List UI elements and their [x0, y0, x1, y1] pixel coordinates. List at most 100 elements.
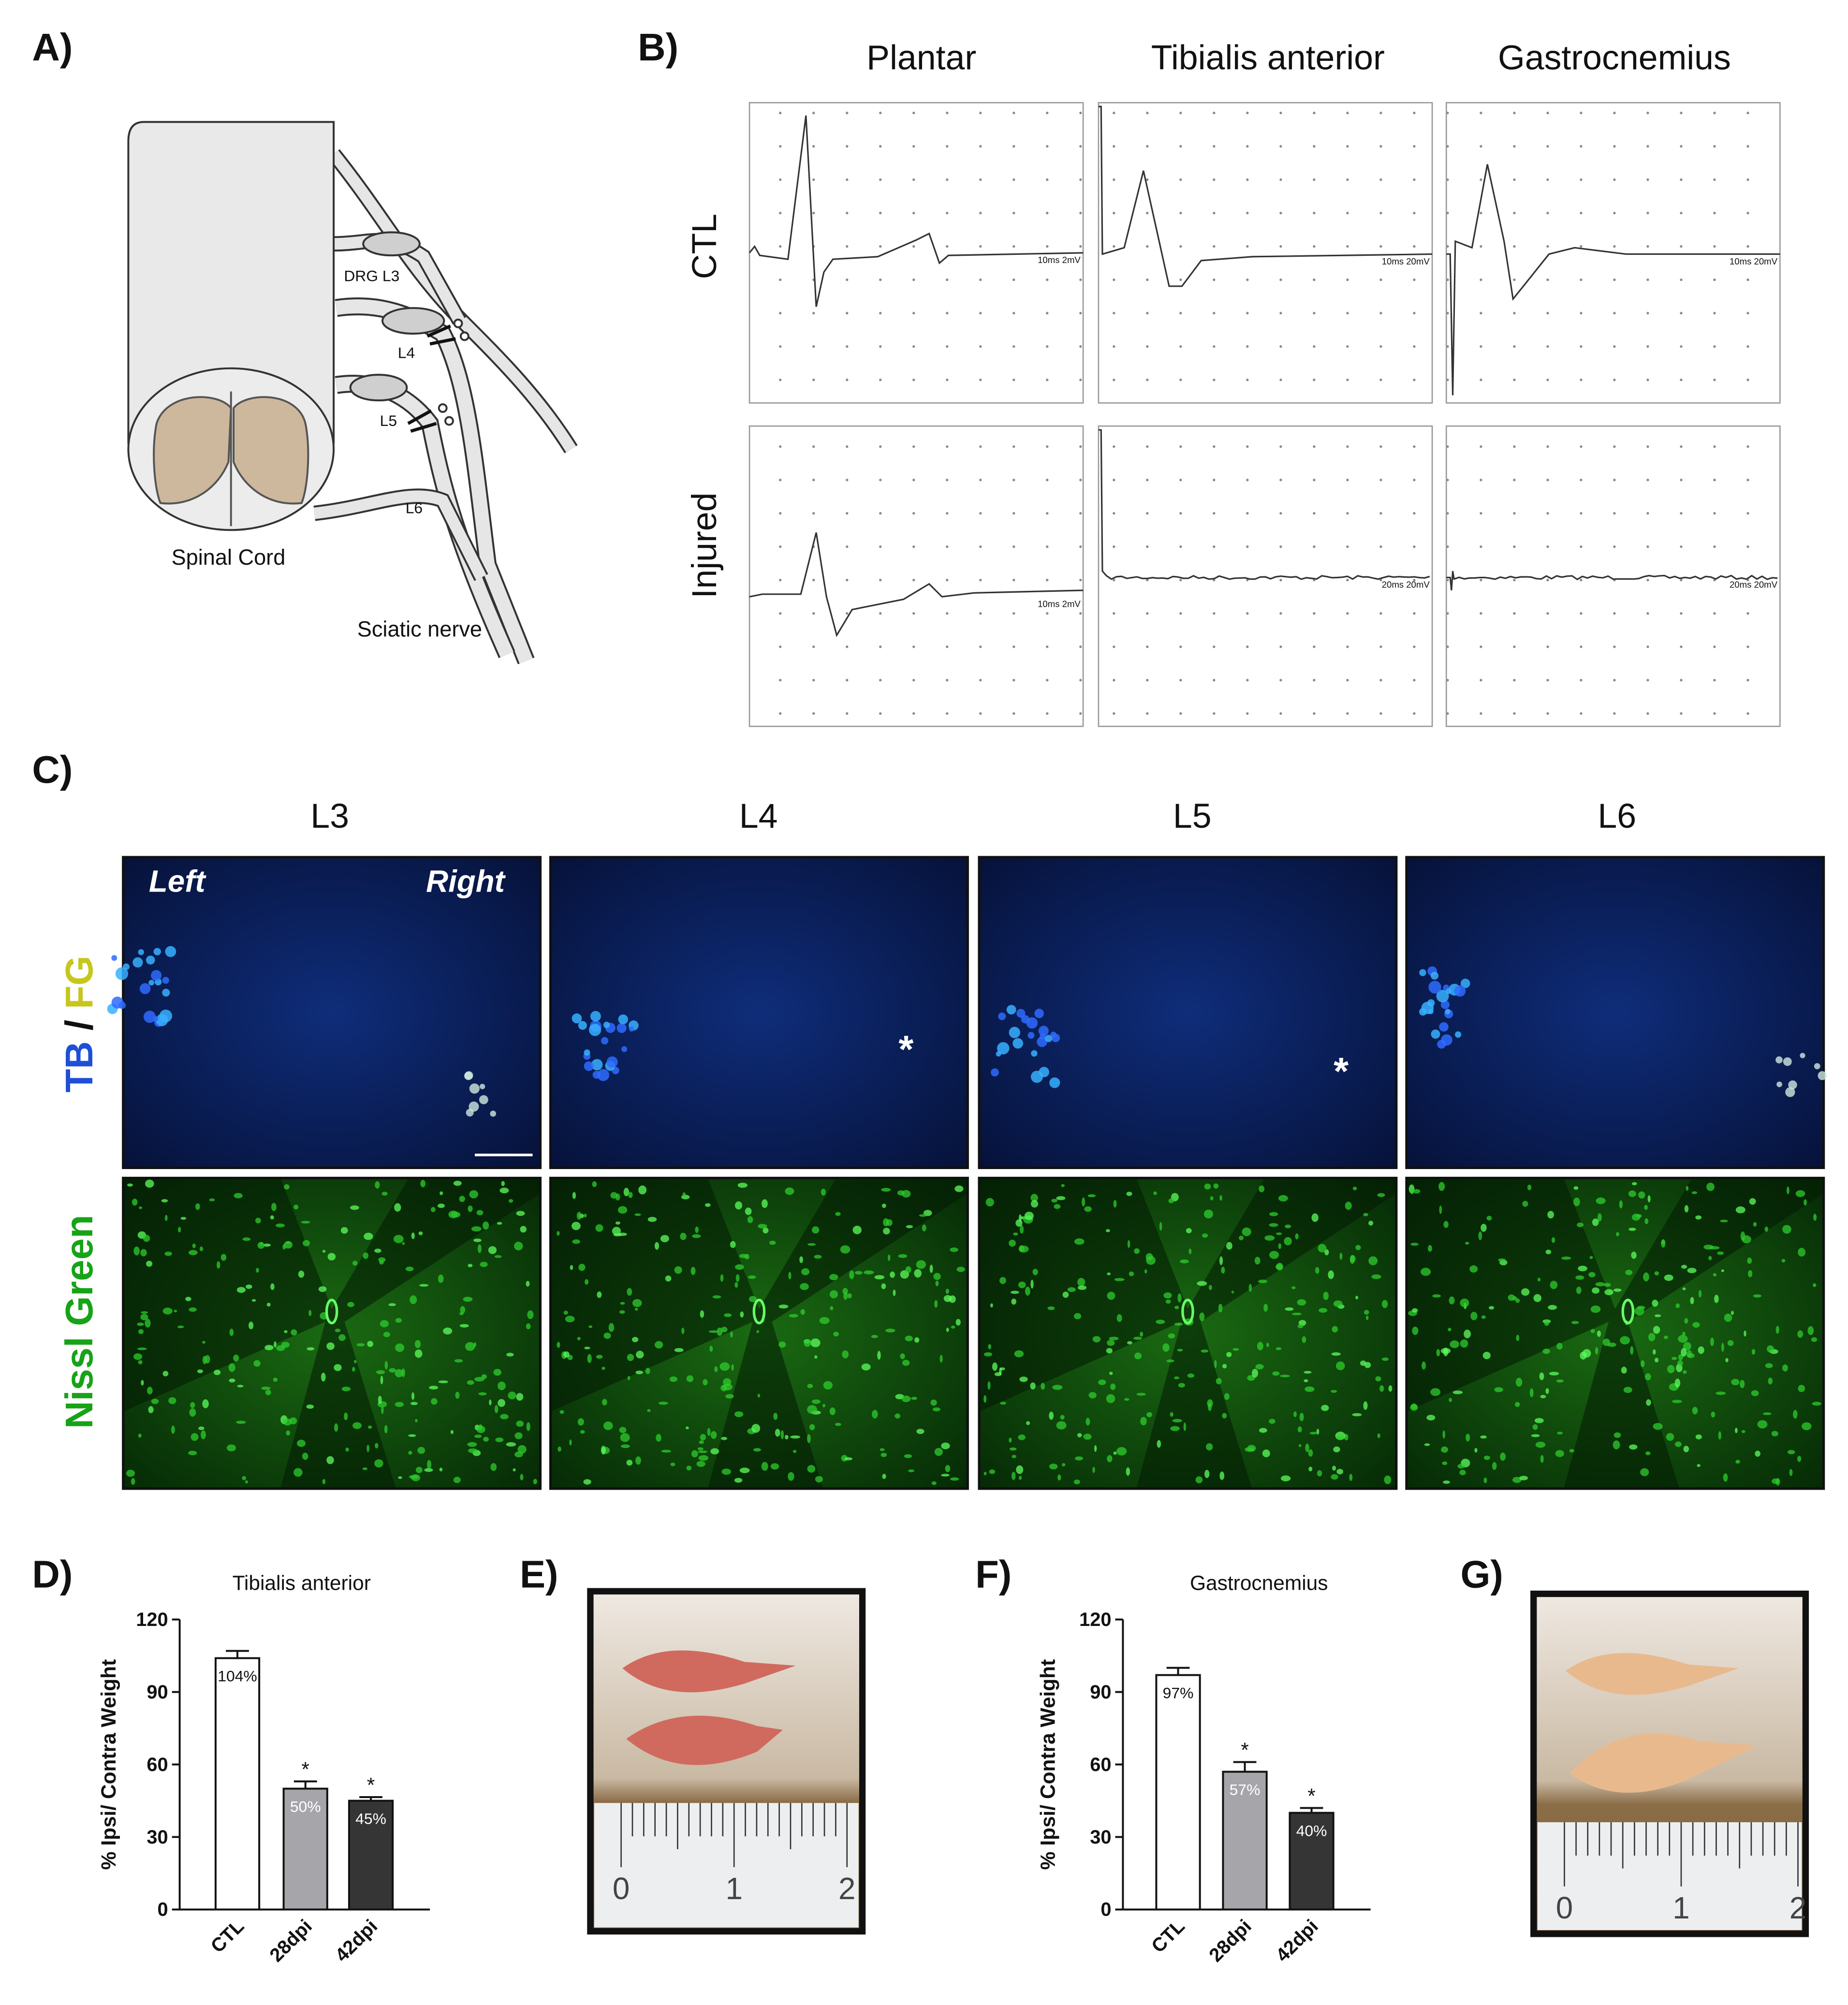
- nissl-cell: [1740, 1380, 1745, 1389]
- nissl-cell: [1018, 1434, 1026, 1440]
- nissl-cell: [188, 1450, 197, 1455]
- nissl-cell: [823, 1381, 833, 1390]
- nissl-cell: [453, 1181, 462, 1186]
- tb-fg-image: [122, 856, 542, 1170]
- nissl-cell: [411, 1402, 418, 1405]
- nissl-cell: [691, 1450, 698, 1458]
- nissl-cell: [620, 1433, 630, 1442]
- nissl-cell: [992, 1362, 997, 1371]
- nissl-cell: [1714, 1295, 1719, 1303]
- nissl-cell: [988, 1344, 992, 1349]
- nissl-cell: [424, 1468, 433, 1472]
- nissl-cell: [1084, 1206, 1092, 1212]
- nissl-cell: [1725, 1358, 1729, 1362]
- nissl-cell: [148, 1406, 154, 1413]
- nissl-cell: [451, 1212, 461, 1218]
- nissl-cell: [1304, 1379, 1308, 1382]
- fg-neuron: [1785, 1087, 1795, 1098]
- labeled-neuron: [1037, 1037, 1047, 1047]
- nissl-cell: [1512, 1477, 1522, 1483]
- nissl-cell: [1654, 1314, 1661, 1317]
- nissl-cell: [799, 1256, 803, 1263]
- nissl-cell: [1333, 1300, 1343, 1307]
- nissl-cell: [954, 1185, 964, 1192]
- nissl-cell: [583, 1479, 591, 1485]
- nissl-cell: [411, 1232, 415, 1239]
- nissl-cell: [1174, 1322, 1183, 1326]
- nissl-cell: [517, 1445, 527, 1454]
- nissl-cell: [1083, 1434, 1092, 1440]
- nissl-cell: [941, 1474, 950, 1477]
- nissl-cell: [717, 1327, 723, 1336]
- nissl-cell: [730, 1241, 736, 1248]
- nissl-cell: [1674, 1441, 1682, 1447]
- nissl-cell: [402, 1242, 405, 1245]
- labeled-neuron: [584, 1061, 594, 1071]
- value-label: 97%: [1163, 1684, 1194, 1701]
- nissl-cell: [140, 1249, 147, 1257]
- nissl-cell: [935, 1280, 939, 1287]
- nissl-cell: [191, 1433, 199, 1441]
- nissl-cell: [168, 1397, 176, 1405]
- nissl-cell: [1424, 1443, 1430, 1446]
- nissl-cell: [1644, 1218, 1649, 1224]
- nissl-cell: [381, 1406, 384, 1414]
- nissl-cell: [483, 1436, 489, 1442]
- nissl-cell: [898, 1254, 908, 1258]
- nissl-cell: [151, 1398, 159, 1404]
- nissl-cell: [1085, 1418, 1090, 1426]
- nissl-cell: [1014, 1350, 1024, 1358]
- value-label: 45%: [355, 1810, 386, 1827]
- nissl-cell: [1107, 1291, 1115, 1300]
- nissl-cell: [1443, 1480, 1450, 1484]
- nissl-cell: [945, 1465, 951, 1472]
- nissl-cell: [1381, 1300, 1388, 1308]
- nissl-cell: [1248, 1284, 1252, 1292]
- nissl-cell: [1124, 1398, 1129, 1401]
- nissl-cell: [1751, 1349, 1756, 1355]
- nissl-cell: [1531, 1434, 1540, 1437]
- nissl-cell: [881, 1187, 891, 1192]
- nissl-cell: [133, 1246, 140, 1256]
- nissl-cell: [1721, 1343, 1724, 1352]
- nissl-cell: [216, 1261, 220, 1269]
- nissl-cell: [414, 1340, 421, 1348]
- nissl-cell: [745, 1207, 752, 1215]
- nissl-cell: [1747, 1258, 1752, 1264]
- labeled-neuron: [139, 983, 151, 995]
- nissl-cell: [516, 1211, 525, 1216]
- nissl-cell: [1735, 1206, 1745, 1214]
- nissl-cell: [367, 1445, 369, 1452]
- nissl-cell: [1218, 1303, 1223, 1313]
- nissl-cell: [758, 1224, 767, 1229]
- nissl-cell: [906, 1225, 913, 1229]
- nissl-cell: [1259, 1185, 1265, 1193]
- chart-title: Tibialis anterior: [233, 1572, 371, 1595]
- nissl-cell: [1597, 1213, 1602, 1222]
- nissl-cell: [1352, 1413, 1362, 1417]
- nissl-cell: [1201, 1349, 1209, 1353]
- nissl-cell: [1221, 1267, 1225, 1274]
- nissl-cell: [341, 1386, 351, 1391]
- nissl-cell: [1646, 1399, 1651, 1406]
- nissl-cell: [352, 1260, 358, 1266]
- nissl-cell: [735, 1264, 744, 1270]
- nissl-cell: [1291, 1286, 1296, 1289]
- nissl-cell: [905, 1266, 911, 1273]
- nissl-cell: [177, 1325, 184, 1329]
- nissl-cell: [140, 1314, 148, 1320]
- labeled-neuron: [578, 1021, 587, 1030]
- nissl-cell: [1640, 1468, 1649, 1477]
- labeled-neuron: [115, 967, 129, 980]
- nissl-cell: [1321, 1405, 1329, 1411]
- nissl-cell: [1219, 1195, 1222, 1201]
- stain-tb: TB: [58, 1041, 101, 1092]
- nissl-cell: [1645, 1451, 1651, 1455]
- nissl-cell: [1299, 1413, 1304, 1421]
- y-axis-label: % Ipsi/ Contra Weight: [97, 1659, 120, 1870]
- labeled-neuron: [584, 1049, 590, 1056]
- nissl-cell: [185, 1297, 191, 1302]
- nissl-cell: [174, 1309, 177, 1313]
- nissl-cell: [1331, 1474, 1338, 1480]
